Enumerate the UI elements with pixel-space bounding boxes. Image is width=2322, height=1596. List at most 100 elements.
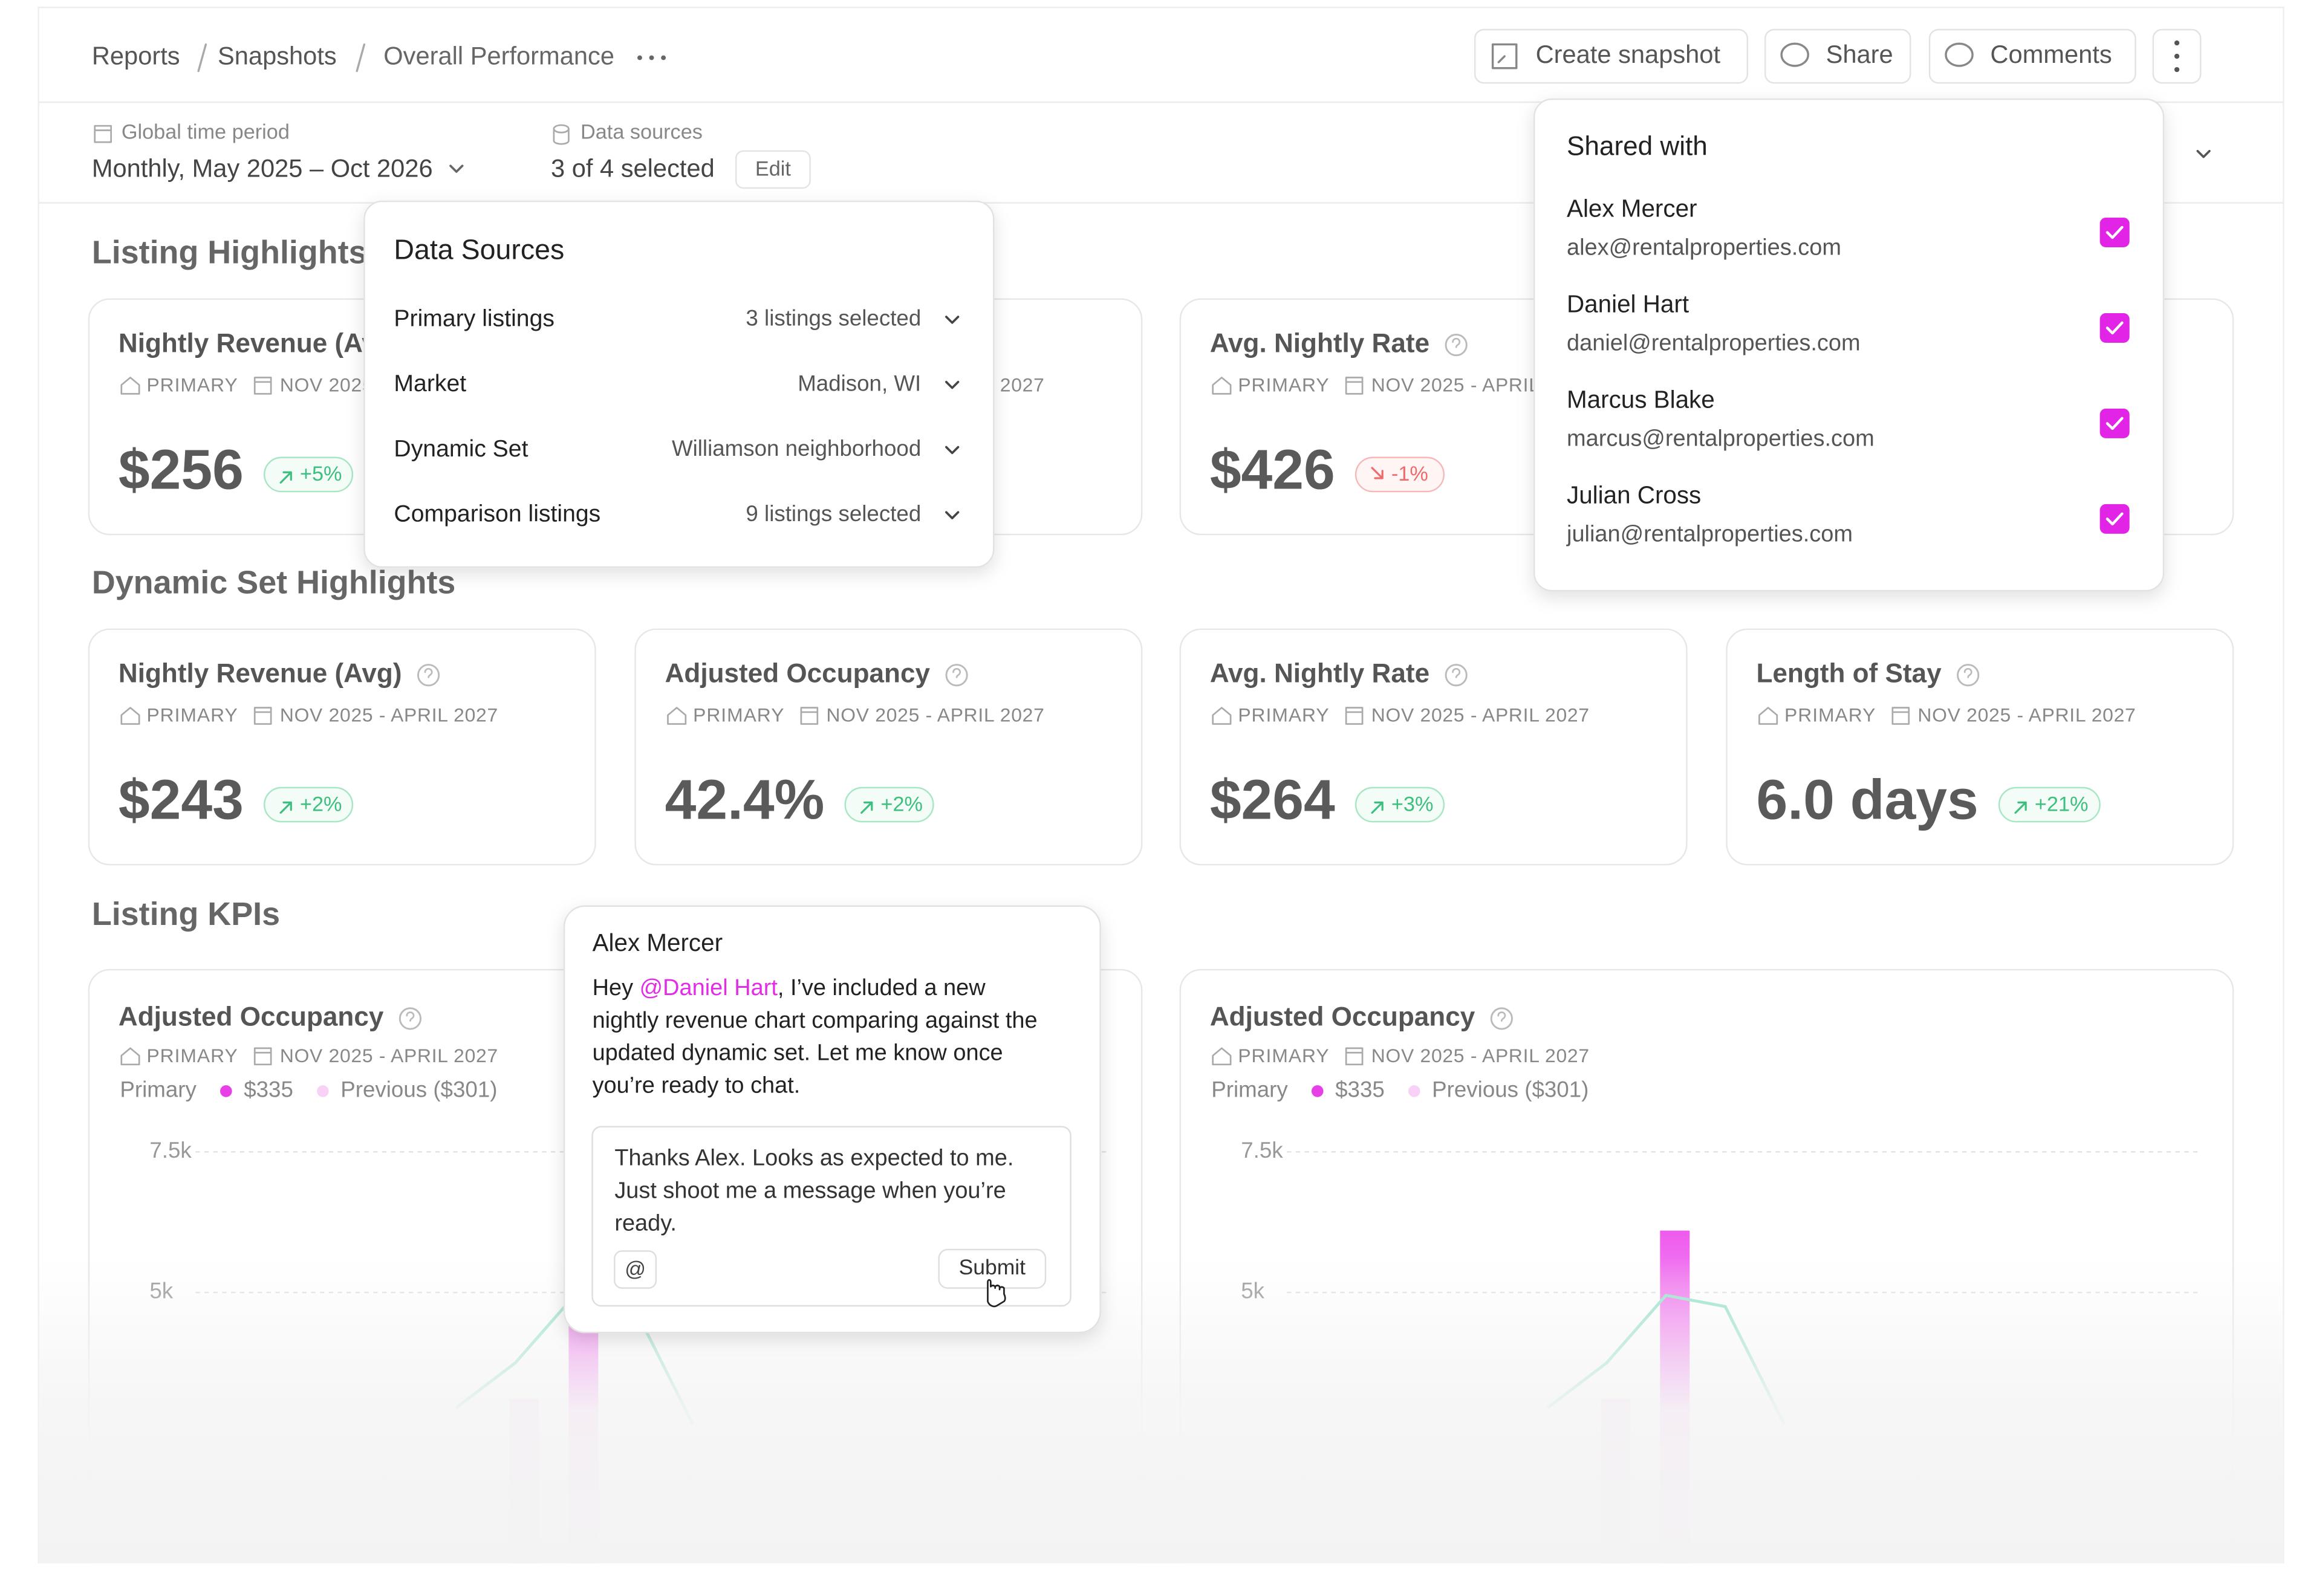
action-button[interactable]: [1764, 28, 1911, 84]
metric-value: $256: [119, 438, 244, 501]
icon: [94, 125, 112, 143]
person-email: marcus@rentalproperties.com: [1567, 426, 1875, 451]
icon: [1212, 707, 1232, 725]
change-badge: [1354, 456, 1445, 493]
card-title: Adjusted Occupancy: [1210, 1002, 1475, 1032]
period: NOV 2025 - APRIL 2027: [1371, 704, 1590, 726]
period: NOV 2025 - APRIL 2027: [1371, 1045, 1590, 1066]
comment-line: Hey @Daniel Hart, I’ve included a new: [593, 975, 986, 1001]
action-label[interactable]: Create snapshot: [1536, 40, 1721, 68]
legend-entry: $335: [1335, 1077, 1385, 1102]
chevron: [449, 164, 464, 173]
change-badge: [1354, 787, 1445, 823]
icon: [1345, 707, 1364, 725]
legend-swatch: [1408, 1085, 1420, 1097]
legend-label: Primary: [120, 1077, 197, 1102]
edit-label[interactable]: Edit: [755, 158, 792, 181]
check-mark: [2106, 321, 2124, 335]
help-icon: [406, 1011, 415, 1022]
reply-line: Thanks Alex. Looks as expected to me.: [614, 1146, 1013, 1171]
source-value[interactable]: Madison, WI: [798, 371, 921, 395]
change-badge: [263, 456, 354, 493]
comment-line: updated dynamic set. Let me know once: [593, 1040, 1003, 1066]
change-badge: [844, 787, 934, 823]
period: NOV 2025 - APRIL 2027: [1917, 704, 2136, 726]
person-name: Julian Cross: [1567, 481, 1701, 508]
change-label: +5%: [300, 462, 342, 485]
checkbox[interactable]: [2099, 218, 2130, 247]
y-tick-label: 7.5k: [1241, 1138, 1283, 1163]
action-button[interactable]: [1474, 28, 1749, 84]
icon: [1758, 707, 1778, 725]
comment-text: , I’ve included a new: [778, 975, 986, 1001]
mention-button-label[interactable]: @: [625, 1257, 646, 1280]
shared-popup: [1533, 98, 2165, 592]
tag: PRIMARY: [1784, 704, 1876, 726]
action-button[interactable]: [1928, 28, 2136, 84]
help-icon: [398, 1007, 422, 1030]
legend-label: Primary: [1211, 1077, 1288, 1102]
chevron: [945, 381, 960, 389]
card-title: Avg. Nightly Rate: [1210, 328, 1429, 358]
chevron: [945, 511, 960, 519]
filter-value[interactable]: Monthly, May 2025 – Oct 2026: [92, 154, 433, 183]
source-value[interactable]: 9 listings selected: [746, 501, 921, 526]
person-name: Daniel Hart: [1567, 290, 1689, 317]
icon: [1945, 42, 1974, 67]
mention: @Daniel Hart: [640, 975, 778, 1001]
period: NOV 2025 - APRIL 2027: [280, 704, 498, 726]
card-title: Nightly Revenue (Avg): [119, 328, 402, 358]
card-title: Nightly Revenue (Avg): [119, 658, 402, 688]
person-name: Alex Mercer: [1567, 194, 1697, 222]
filter-label: Global time period: [122, 120, 290, 143]
source-label: Dynamic Set: [394, 436, 528, 462]
legend-entry: Previous ($301): [340, 1077, 497, 1102]
icon: [120, 377, 140, 395]
more-dot: [2174, 66, 2180, 73]
chevron: [2196, 149, 2211, 158]
comment-text: Hey: [593, 975, 640, 1001]
metric-card: [1179, 628, 1688, 866]
chevron: [945, 446, 960, 455]
action-label[interactable]: Share: [1826, 40, 1893, 68]
card-title: Adjusted Occupancy: [665, 658, 931, 688]
check-mark: [2106, 417, 2124, 430]
help-icon: [1957, 664, 1980, 687]
metric-value: $264: [1210, 768, 1335, 831]
breadcrumb[interactable]: Overall Performance: [383, 42, 614, 70]
icon: [1212, 377, 1232, 395]
breadcrumb[interactable]: Snapshots: [218, 42, 337, 70]
checkbox[interactable]: [2099, 504, 2130, 534]
metric-card: [634, 628, 1143, 866]
icon: [253, 377, 272, 395]
tag: PRIMARY: [1238, 704, 1329, 726]
icon: [800, 707, 819, 725]
breadcrumb[interactable]: Reports: [92, 42, 180, 70]
checkbox[interactable]: [2099, 408, 2130, 438]
section-title: Dynamic Set Highlights: [92, 565, 456, 601]
mention-button[interactable]: [614, 1250, 657, 1289]
source-value[interactable]: Williamson neighborhood: [672, 436, 921, 461]
person-email: alex@rentalproperties.com: [1567, 235, 1841, 260]
action-label[interactable]: Comments: [1990, 40, 2112, 68]
source-value[interactable]: 3 listings selected: [746, 306, 921, 331]
separator: [197, 43, 207, 73]
filter-value: 3 of 4 selected: [551, 154, 715, 183]
help-icon: [1490, 1007, 1513, 1030]
legend-swatch: [317, 1085, 329, 1097]
help-icon: [1452, 337, 1461, 348]
person-name: Marcus Blake: [1567, 385, 1715, 413]
metric-value: 6.0 days: [1756, 768, 1978, 831]
reply-line: Just shoot me a message when you’re: [614, 1178, 1006, 1203]
more-dot: [2174, 40, 2180, 46]
edit-button[interactable]: [735, 150, 811, 189]
checkbox[interactable]: [2099, 313, 2130, 343]
person-email: daniel@rentalproperties.com: [1567, 330, 1861, 355]
tag: PRIMARY: [693, 704, 784, 726]
submit-label[interactable]: Submit: [959, 1255, 1026, 1279]
comment-author: Alex Mercer: [593, 929, 723, 956]
icon: [1780, 42, 1809, 67]
icon: [1212, 1047, 1232, 1066]
